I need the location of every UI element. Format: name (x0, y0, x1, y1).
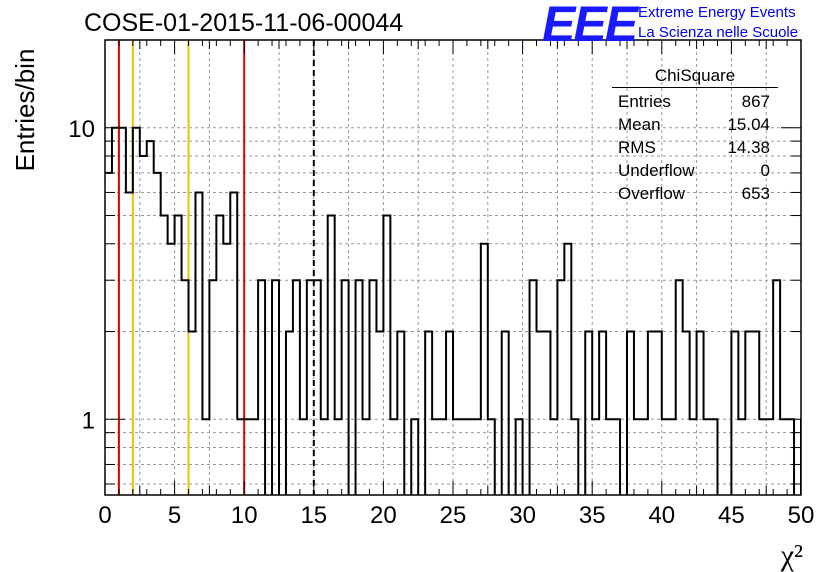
y-tick-label: 1 (82, 407, 95, 434)
stat-label: Overflow (618, 184, 686, 203)
logo-line-2: La Scienza nelle Scuole (638, 24, 799, 41)
x-tick-label: 40 (648, 502, 675, 529)
stat-row-underflow: Underflow 0 (612, 159, 778, 182)
stats-box: ChiSquare Entries 867 Mean 15.04 RMS 14.… (612, 66, 778, 205)
x-tick-label: 0 (98, 502, 111, 529)
stats-title: ChiSquare (612, 66, 778, 88)
x-tick-label: 25 (440, 502, 467, 529)
x-axis-label: χ² (780, 539, 803, 572)
stat-label: RMS (618, 138, 656, 157)
x-tick-label: 20 (370, 502, 397, 529)
stat-label: Entries (618, 92, 671, 111)
logo-line-1: Extreme Energy Events (638, 4, 796, 21)
stat-value: 0 (760, 161, 770, 180)
eee-logo: EEE (542, 0, 638, 52)
stat-value: 653 (741, 184, 770, 203)
stat-label: Mean (618, 115, 661, 134)
y-axis-label: Entries/bin (10, 49, 40, 172)
x-tick-label: 5 (168, 502, 181, 529)
stat-value: 14.38 (727, 138, 770, 157)
stat-value: 867 (741, 92, 770, 111)
stat-row-rms: RMS 14.38 (612, 136, 778, 159)
histogram-series (105, 126, 801, 495)
chart-title: COSE-01-2015-11-06-00044 (84, 9, 404, 37)
stat-row-entries: Entries 867 (612, 90, 778, 113)
y-tick-label: 10 (68, 116, 95, 143)
x-tick-label: 10 (231, 502, 258, 529)
stat-label: Underflow (618, 161, 695, 180)
x-tick-label: 15 (300, 502, 327, 529)
x-tick-label: 45 (718, 502, 745, 529)
x-tick-label: 50 (788, 502, 815, 529)
stat-row-overflow: Overflow 653 (612, 182, 778, 205)
stat-row-mean: Mean 15.04 (612, 113, 778, 136)
x-tick-label: 35 (579, 502, 606, 529)
stat-value: 15.04 (727, 115, 770, 134)
x-tick-label: 30 (509, 502, 536, 529)
